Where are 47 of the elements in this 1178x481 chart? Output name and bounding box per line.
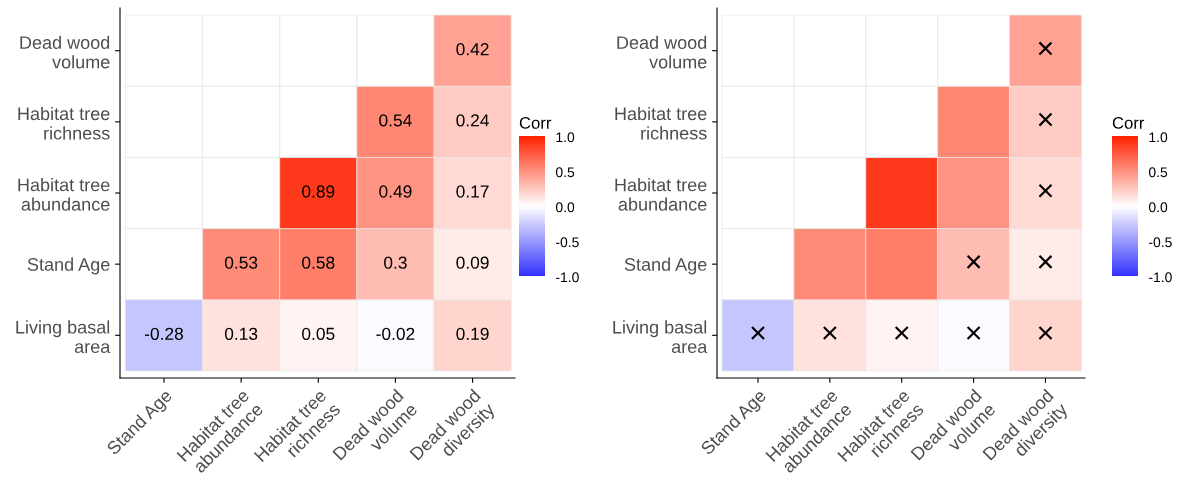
data-label: 0.05 xyxy=(302,327,335,340)
data-label: × xyxy=(1038,41,1053,56)
data-label: 0.09 xyxy=(456,256,489,269)
data-label: 0.19 xyxy=(456,327,489,340)
y-tick-label: Dead wood volume xyxy=(20,35,110,69)
data-label: 0.58 xyxy=(302,256,335,269)
data-label: 0.89 xyxy=(302,185,335,198)
data-label: 0.24 xyxy=(456,114,489,127)
data-label: × xyxy=(1038,112,1053,127)
color-bar-label: 0.5 xyxy=(555,167,575,178)
data-label: × xyxy=(1038,255,1053,269)
y-tick-label: Habitat tree abundance xyxy=(615,178,707,211)
color-bar-label: 0.0 xyxy=(1148,202,1168,213)
color-bar-label: -1.0 xyxy=(556,272,579,283)
color-bar-title: Corr xyxy=(519,117,552,129)
y-tick-label: Dead wood volume xyxy=(617,35,707,69)
data-label: × xyxy=(823,326,837,340)
y-tick-label: Habitat tree richness xyxy=(18,106,110,140)
color-bar-label: -0.5 xyxy=(556,237,579,248)
data-label: 0.17 xyxy=(456,185,489,198)
color-bar-label: 1.0 xyxy=(556,132,575,143)
data-label: 0.53 xyxy=(224,256,258,269)
data-label: × xyxy=(1038,326,1053,340)
color-bar-title: Corr xyxy=(1112,117,1145,129)
data-label: 0.42 xyxy=(456,43,489,56)
data-label: 0.54 xyxy=(379,114,412,127)
y-tick-label: Stand Age xyxy=(27,257,110,275)
y-tick-label: Stand Age xyxy=(624,257,707,275)
y-tick-label: Living basal area xyxy=(613,320,708,354)
data-label: × xyxy=(751,326,765,340)
data-label: -0.02 xyxy=(376,327,415,340)
data-label: 0.13 xyxy=(224,327,258,340)
color-bar-label: 0.5 xyxy=(1148,167,1168,178)
data-label: × xyxy=(966,255,981,269)
color-bar-label: -0.5 xyxy=(1149,237,1172,248)
color-bar-label: 0.0 xyxy=(555,202,575,213)
data-label: 0.49 xyxy=(379,185,412,198)
data-label: -0.28 xyxy=(144,327,184,340)
data-label: × xyxy=(966,326,981,340)
y-tick-label: Living basal area xyxy=(16,320,111,354)
data-label: × xyxy=(1038,183,1053,198)
y-tick-label: Habitat tree abundance xyxy=(18,178,110,211)
y-tick-label: Habitat tree richness xyxy=(615,106,707,140)
data-label: × xyxy=(894,326,909,340)
data-label: 0.3 xyxy=(384,256,407,269)
color-bar-label: -1.0 xyxy=(1149,272,1172,283)
color-bar-label: 1.0 xyxy=(1149,132,1168,143)
